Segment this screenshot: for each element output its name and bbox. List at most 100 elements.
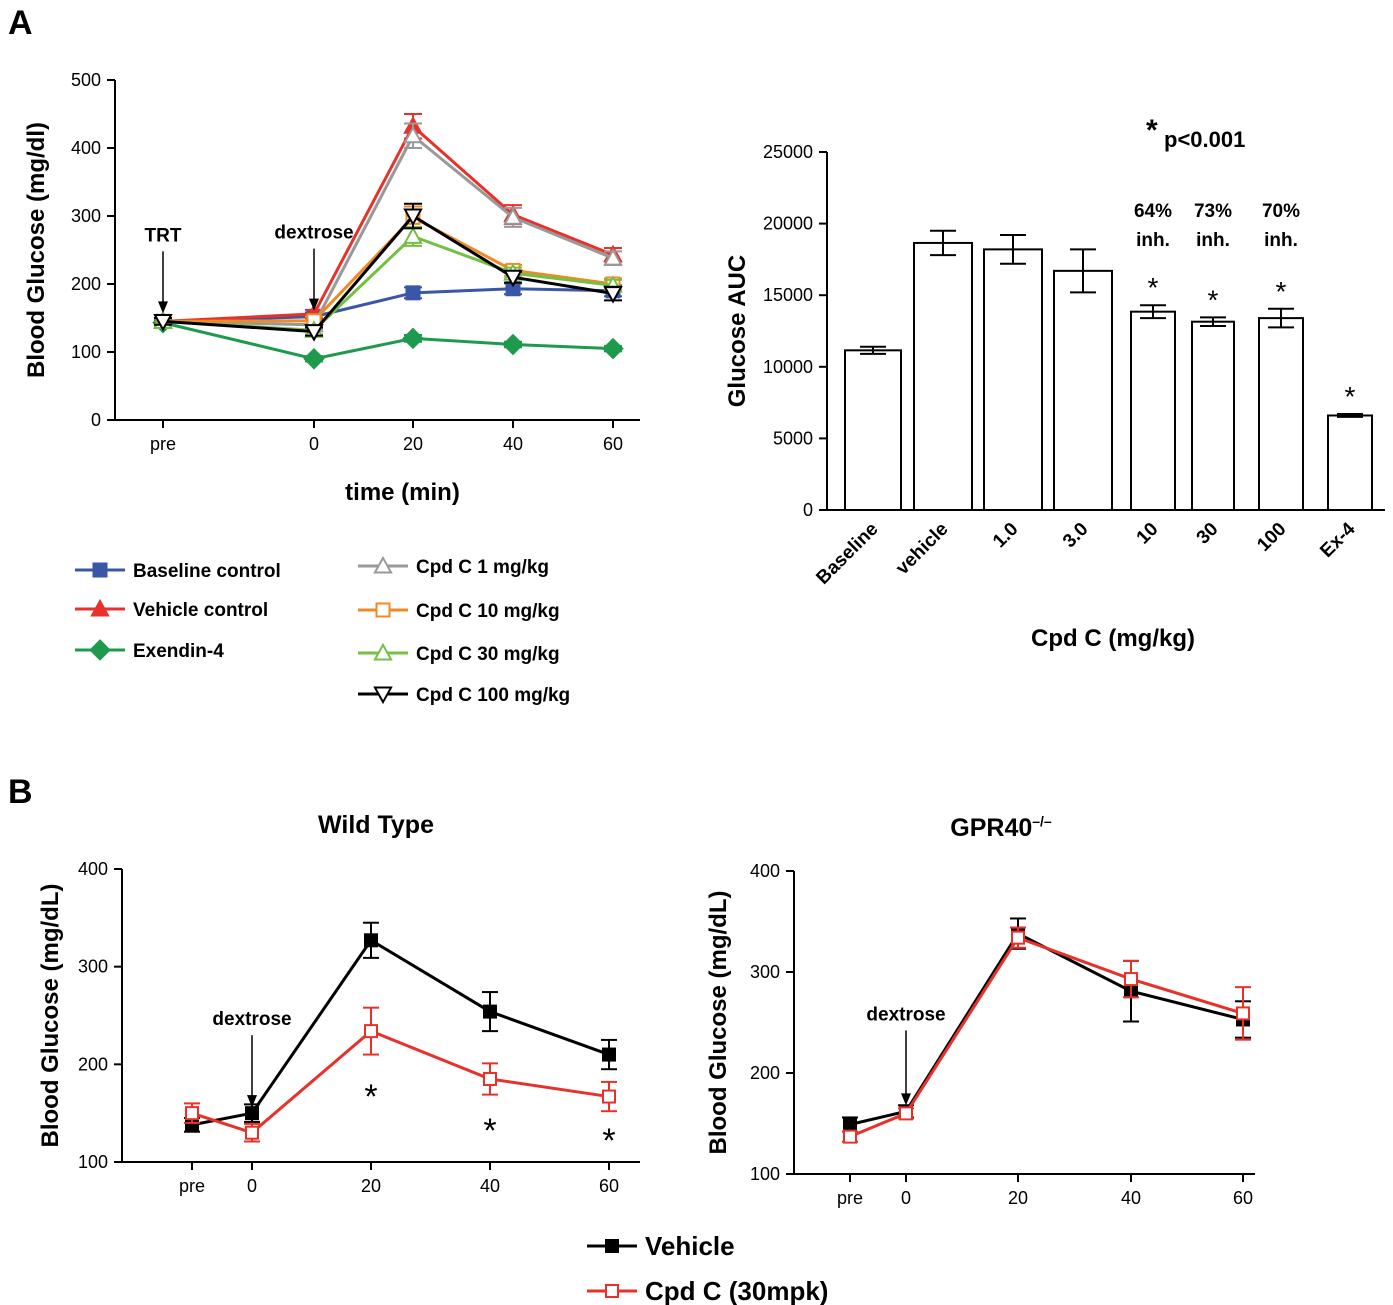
legend-marker	[373, 555, 393, 574]
pvalue-star: *	[1146, 114, 1158, 147]
x-tick-label: Ex-4	[1316, 518, 1360, 562]
annotation-arrowhead	[309, 298, 319, 311]
x-tick-label: 20	[403, 434, 423, 454]
bar	[844, 349, 902, 511]
data-point	[402, 327, 424, 350]
inhibition-label: inh.	[1264, 230, 1298, 251]
legend-label: Cpd C (30mpk)	[645, 1276, 828, 1305]
series-0	[184, 921, 617, 1133]
significance-star: *	[364, 1078, 377, 1116]
legend-marker	[90, 598, 110, 617]
chart-title-text: Wild Type	[318, 811, 434, 839]
y-tick-label: 300	[750, 962, 780, 982]
x-tick-label: 60	[1233, 1188, 1253, 1208]
y-tick-label: 15000	[763, 285, 813, 305]
x-tick-label: 60	[603, 434, 623, 454]
x-tick-label: 0	[901, 1188, 911, 1208]
x-tick-label: 100	[1253, 519, 1290, 556]
legend-marker	[605, 1284, 619, 1298]
chart-title-text: GPR40	[950, 814, 1032, 842]
data-point	[602, 337, 624, 360]
x-tick-label: 10	[1133, 519, 1163, 549]
legend-marker	[373, 686, 393, 705]
legend-marker	[375, 602, 391, 618]
x-tick-label: 40	[1121, 1188, 1141, 1208]
y-tick-label: 100	[71, 342, 101, 362]
y-tick-label: 100	[78, 1152, 108, 1172]
data-point	[1011, 930, 1025, 945]
legend-label: Cpd C 1 mg/kg	[416, 557, 549, 578]
legend-label: Cpd C 100 mg/kg	[416, 685, 570, 706]
inhibition-pct: 73%	[1194, 201, 1232, 222]
panel-letter-a: A	[8, 4, 33, 42]
legend-marker	[373, 642, 393, 661]
y-tick-label: 400	[78, 859, 108, 879]
data-point	[403, 226, 423, 244]
series-4	[154, 205, 622, 329]
y-tick-label: 100	[750, 1164, 780, 1184]
x-axis-title: time (min)	[345, 479, 460, 506]
y-tick-label: 0	[803, 500, 813, 520]
y-axis-title: Blood Glucose (mg/dl)	[23, 122, 50, 378]
significance-star: *	[483, 1112, 496, 1150]
bar	[1130, 310, 1176, 511]
significance-star: *	[1148, 272, 1159, 303]
series-line	[162, 123, 614, 323]
y-tick-label: 200	[750, 1063, 780, 1083]
data-point	[843, 1129, 857, 1144]
data-point	[843, 1117, 857, 1132]
x-tick-label: pre	[837, 1188, 863, 1208]
series-1	[153, 113, 623, 329]
data-point	[483, 1071, 497, 1086]
legend-b: Vehicle Cpd C (30mpk)	[587, 1231, 828, 1305]
x-tick-label: 40	[480, 1176, 500, 1196]
data-point	[403, 125, 423, 144]
y-tick-label: 10000	[763, 357, 813, 377]
series-line	[162, 321, 614, 361]
legend-label: Baseline control	[133, 561, 281, 582]
legend-marker	[605, 1239, 619, 1253]
inhibition-pct: 70%	[1262, 201, 1300, 222]
series-1	[842, 926, 1251, 1144]
significance-star: *	[1208, 284, 1219, 315]
annotation-arrowhead	[901, 1093, 911, 1106]
x-tick-label: 20	[361, 1176, 381, 1196]
series-1	[184, 1006, 617, 1143]
bar	[913, 241, 973, 511]
data-point	[303, 348, 325, 370]
data-point	[364, 1024, 378, 1039]
data-point	[405, 285, 421, 301]
data-point	[502, 333, 524, 356]
y-tick-label: 400	[71, 138, 101, 158]
y-tick-label: 25000	[763, 142, 813, 162]
significance-star: *	[1345, 381, 1356, 412]
x-tick-label: vehicle	[892, 519, 952, 579]
legend-label: Vehicle	[645, 1231, 735, 1261]
y-axis-title: Glucose AUC	[724, 255, 751, 407]
y-tick-label: 5000	[773, 428, 813, 448]
chart-b1-wild-type: 100 200 300 400 pre 0 20 40 60 Blood Glucose (mg/…	[37, 811, 640, 1196]
x-tick-label: 20	[1008, 1188, 1028, 1208]
y-tick-label: 300	[78, 957, 108, 977]
x-tick-label: 30	[1193, 519, 1223, 549]
bar	[1258, 317, 1304, 511]
data-point	[503, 207, 523, 225]
chart-title-superscript: –/–	[1032, 813, 1052, 829]
x-tick-label: pre	[150, 434, 176, 454]
significance-star: *	[602, 1122, 615, 1160]
data-point	[603, 248, 623, 266]
legend-label: Vehicle control	[133, 600, 268, 621]
y-axis-title: Blood Glucose (mg/dL)	[705, 891, 732, 1155]
data-point	[245, 1125, 259, 1140]
data-point	[245, 1106, 259, 1121]
data-point	[503, 269, 523, 288]
annotation-label: dextrose	[212, 1009, 291, 1030]
panel-letter-b: B	[8, 773, 33, 811]
legend-label: Cpd C 10 mg/kg	[416, 601, 560, 622]
x-tick-label: Baseline	[812, 519, 882, 589]
chart-a2-bar: 0 5000 10000 15000 20000 25000 Glucose AUC Cpd …	[724, 114, 1385, 652]
chart-a1-line: 0 100 200 300 400 500 pre 0 20 40 60 Blood Glucose …	[23, 70, 640, 506]
y-tick-label: 20000	[763, 214, 813, 234]
data-point	[602, 1047, 616, 1062]
